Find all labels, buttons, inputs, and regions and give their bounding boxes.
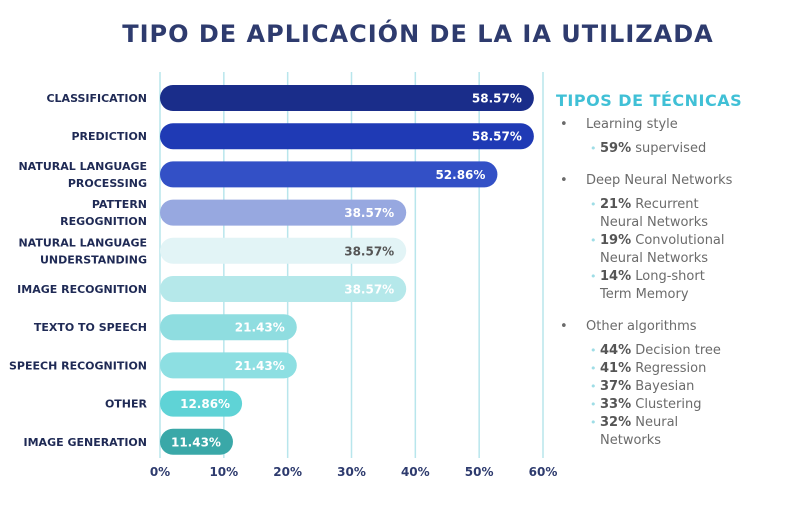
bar-value-label: 12.86%	[180, 397, 230, 411]
bar-value-label: 38.57%	[344, 283, 394, 297]
category-label-line: TEXTO TO SPEECH	[34, 321, 147, 334]
category-label-line: NATURAL LANGUAGE	[18, 236, 147, 249]
technique-pct: 37%	[600, 379, 632, 394]
category-label-line: PATTERN	[92, 198, 147, 211]
category-label-line: IMAGE GENERATION	[24, 436, 147, 449]
chart-title: TIPO DE APLICACIÓN DE LA IA UTILIZADA	[122, 20, 714, 48]
category-label: PREDICTION	[72, 130, 148, 143]
technique-text: Convolutional	[631, 233, 725, 248]
category-label: IMAGE RECOGNITION	[17, 283, 147, 296]
technique-pct: 44%	[600, 343, 632, 358]
x-tick-label: 20%	[273, 465, 302, 479]
technique-pct: 59%	[600, 141, 632, 156]
bar-value-label: 58.57%	[472, 92, 522, 106]
technique-item: 19% Convolutional Neural Networks	[556, 232, 796, 268]
technique-text: Regression	[631, 361, 707, 376]
category-label: IMAGE GENERATION	[24, 436, 147, 449]
bar-value-label: 38.57%	[344, 244, 394, 258]
technique-group: Learning style	[556, 116, 796, 134]
technique-text: Recurrent	[631, 197, 699, 212]
bar	[160, 161, 498, 188]
category-label: SPEECH RECOGNITION	[9, 359, 147, 372]
bar-chart: 0% 10% 20% 30% 40% 50% 60% 58.57% CLASSIFICATION…	[9, 72, 558, 479]
category-label-line: REGOGNITION	[60, 215, 147, 228]
bar-value-label: 21.43%	[235, 359, 285, 373]
technique-item: 32% Neural Networks	[556, 414, 796, 450]
x-tick-label: 10%	[209, 465, 238, 479]
technique-pct: 21%	[600, 197, 632, 212]
bar-value-label: 11.43%	[171, 435, 221, 449]
bar	[160, 428, 233, 455]
category-label-line: IMAGE RECOGNITION	[17, 283, 147, 296]
panel-body: Learning style 59% supervised Deep Neural …	[556, 116, 796, 450]
technique-pct: 14%	[600, 269, 632, 284]
x-tick-label: 0%	[150, 465, 170, 479]
technique-text: Neural Networks	[600, 251, 709, 266]
bar	[160, 314, 297, 341]
bar	[160, 390, 243, 417]
x-tick-label: 40%	[401, 465, 430, 479]
category-label-line: OTHER	[105, 398, 148, 411]
bar-value-label: 58.57%	[472, 130, 522, 144]
category-label-line: PREDICTION	[72, 130, 148, 143]
technique-item: 33% Clustering	[556, 396, 796, 414]
technique-group: Other algorithms	[556, 318, 796, 336]
technique-text: Long-short	[631, 269, 705, 284]
category-label: NATURAL LANGUAGE UNDERSTANDING	[18, 236, 147, 266]
technique-item: 41% Regression	[556, 360, 796, 378]
technique-pct: 19%	[600, 233, 632, 248]
technique-pct: 33%	[600, 397, 632, 412]
category-label-line: NATURAL LANGUAGE	[18, 160, 147, 173]
category-label-line: SPEECH RECOGNITION	[9, 359, 147, 372]
category-label: PATTERN REGOGNITION	[60, 198, 147, 228]
bar	[160, 123, 534, 150]
techniques-panel: TIPOS DE TÉCNICAS Learning style 59% supe…	[556, 91, 796, 450]
x-tick-label: 30%	[337, 465, 366, 479]
category-label-line: CLASSIFICATION	[46, 92, 147, 105]
panel-title: TIPOS DE TÉCNICAS	[556, 91, 743, 110]
bar	[160, 237, 407, 264]
category-label-line: PROCESSING	[68, 177, 147, 190]
bar	[160, 199, 407, 226]
bar	[160, 352, 297, 379]
technique-item: 21% Recurrent Neural Networks	[556, 196, 796, 232]
technique-item: 59% supervised	[556, 140, 796, 158]
technique-text: Neural Networks	[600, 215, 709, 230]
technique-pct: 32%	[600, 415, 632, 430]
technique-group: Deep Neural Networks	[556, 172, 796, 190]
category-label: TEXTO TO SPEECH	[34, 321, 147, 334]
technique-text: Networks	[600, 433, 662, 448]
bar	[160, 85, 534, 111]
technique-item: 44% Decision tree	[556, 342, 796, 360]
technique-item: 37% Bayesian	[556, 378, 796, 396]
category-label-line: UNDERSTANDING	[40, 253, 147, 266]
x-tick-label: 50%	[465, 465, 494, 479]
bar-value-label: 38.57%	[344, 206, 394, 220]
technique-item: 14% Long-short Term Memory	[556, 268, 796, 304]
bar-value-label: 52.86%	[435, 168, 485, 182]
category-label: OTHER	[105, 398, 148, 411]
technique-text: Neural	[631, 415, 679, 430]
bar	[160, 276, 407, 302]
technique-text: Bayesian	[631, 379, 695, 394]
category-label: NATURAL LANGUAGE PROCESSING	[18, 160, 147, 190]
technique-pct: 41%	[600, 361, 632, 376]
technique-text: supervised	[631, 141, 707, 156]
bar-value-label: 21.43%	[235, 321, 285, 335]
technique-text: Term Memory	[600, 287, 689, 302]
technique-text: Clustering	[631, 397, 702, 412]
x-tick-label: 60%	[529, 465, 558, 479]
category-label: CLASSIFICATION	[46, 92, 147, 105]
technique-text: Decision tree	[631, 343, 721, 358]
